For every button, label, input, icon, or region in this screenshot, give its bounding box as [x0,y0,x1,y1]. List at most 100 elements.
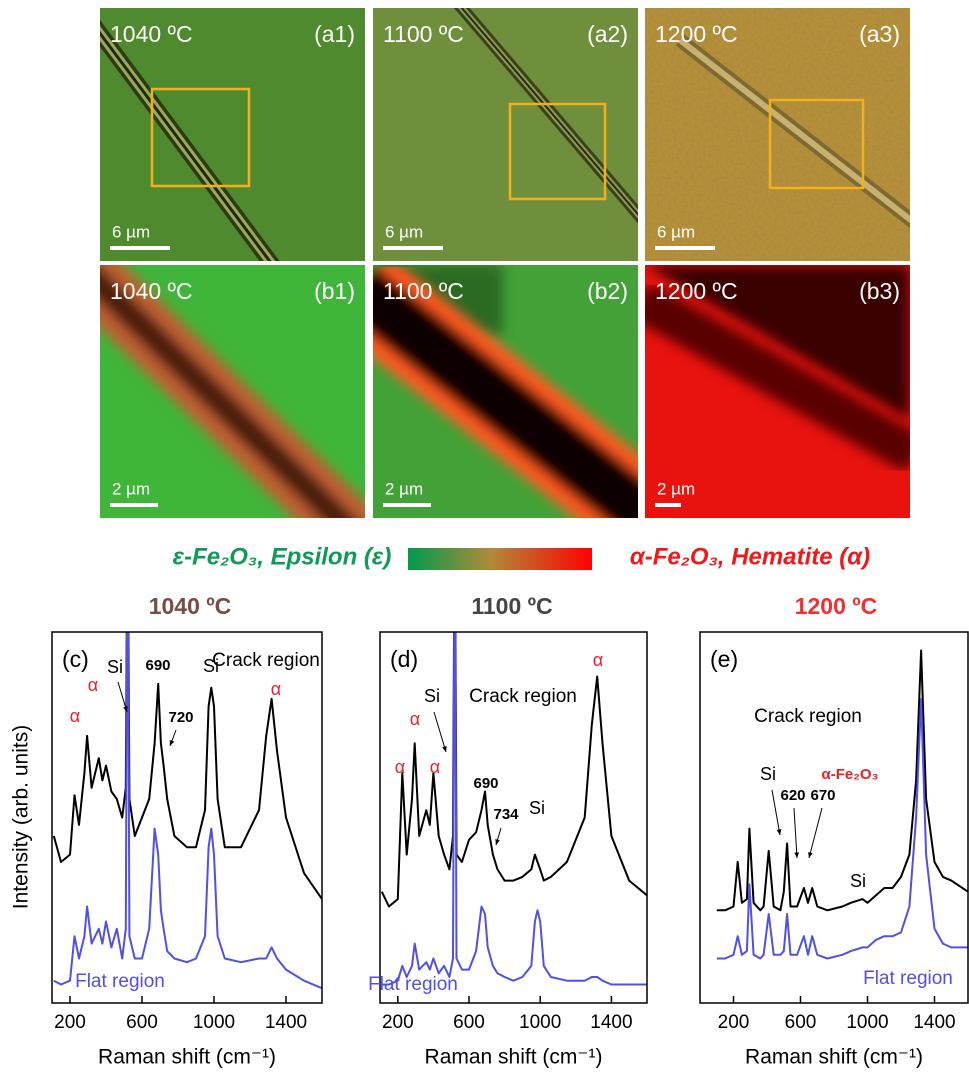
zoom-box [508,102,607,201]
annotation: α [88,675,98,695]
annotation-arrow [793,807,798,859]
annotation: α [430,757,440,777]
spectrum-line [716,649,968,912]
spectrum-line [381,632,647,986]
x-tick-label: 1400 [590,1012,632,1033]
annotation: Si [760,764,776,784]
series-label: Crack region [469,686,577,707]
spectrum-line [52,632,322,900]
arrow-head [794,852,800,858]
series-label: Crack region [754,706,862,727]
annotation: α [395,757,405,777]
spectrum-line [380,632,647,908]
annotation: α-Fe₂O₃ [822,766,879,783]
annotation: Si [424,686,440,706]
plot-frame [379,631,648,1004]
annotation: α [410,709,420,729]
x-tick-label: 600 [126,1012,158,1033]
raman-map-b3 [645,265,910,518]
panel-tag: (d) [390,646,418,672]
zoom-box [150,87,251,188]
zoom-box [768,98,865,190]
colorbar-left-label: ε-Fe₂O₃, Epsilon (ε) [173,543,392,570]
annotation: α [70,706,80,726]
x-tick-label: 600 [453,1012,485,1033]
arrow-head [495,839,500,845]
micrograph-a1 [100,8,365,261]
scale-bar-label: 2 µm [112,479,150,498]
panel-tag: (a3) [859,21,900,47]
annotation: 690 [145,657,170,674]
arrow-head [169,740,175,746]
y-axis-label: Intensity (arb. units) [10,725,33,909]
x-tick-label: 1400 [913,1012,955,1033]
annotation: 734 [493,806,519,823]
x-tick-label: 1000 [519,1012,561,1033]
temperature-label: 1100 ºC [383,278,464,304]
panel-tag: (b1) [314,278,355,304]
annotation: Si [850,871,866,891]
scale-bar-label: 2 µm [385,479,423,498]
chart-title: 1100 ºC [471,593,552,619]
annotation: 620 [780,787,805,804]
raman-map-b1 [100,265,365,518]
spectrum-line [716,697,968,960]
series-label: Flat region [368,974,458,995]
x-axis-label: Raman shift (cm⁻¹) [745,1046,923,1069]
micrograph-a2 [373,8,638,261]
annotation-arrow [433,711,447,753]
x-axis-label: Raman shift (cm⁻¹) [425,1046,603,1069]
arrow-head [123,706,128,712]
chart-title: 1200 ºC [795,593,878,619]
annotation: α [593,650,603,670]
temperature-label: 1040 ºC [110,278,193,304]
arrow-head [808,852,813,858]
annotation: Si [107,657,123,677]
scale-bar-label: 6 µm [385,222,423,241]
arrow-head [442,746,447,752]
panel-tag: (e) [710,646,738,672]
temperature-label: 1040 ºC [110,21,193,47]
series-label: Flat region [863,968,953,989]
x-tick-label: 1000 [846,1012,888,1033]
plot-frame [51,631,323,1004]
temperature-label: 1200 ºC [655,21,738,47]
raman-map-b2 [373,265,638,518]
scale-bar-label: 2 µm [657,479,695,498]
annotation: 670 [810,787,835,804]
x-tick-label: 200 [54,1012,86,1033]
panel-tag: (c) [62,646,89,672]
x-axis-label: Raman shift (cm⁻¹) [98,1046,276,1069]
series-label: Flat region [75,971,165,992]
x-tick-label: 200 [718,1012,750,1033]
panel-tag: (a2) [587,21,628,47]
plot-frame [699,631,969,1004]
x-tick-label: 600 [785,1012,817,1033]
chart-title: 1040 ºC [149,593,232,619]
annotation-arrow [771,789,781,836]
micrograph-a3 [645,8,910,261]
annotation: Si [529,798,545,818]
scale-bar-label: 6 µm [657,222,695,241]
series-label: Crack region [212,650,320,671]
annotation: 720 [168,709,193,726]
colorbar-right-label: α-Fe₂O₃, Hematite (α) [630,543,870,570]
scale-bar-label: 6 µm [112,222,150,241]
panel-tag: (a1) [314,21,355,47]
annotation: α [271,679,281,699]
colorbar [408,548,592,570]
panel-tag: (b2) [587,278,628,304]
annotation: 690 [473,775,498,792]
temperature-label: 1200 ºC [655,278,738,304]
arrow-head [776,829,782,835]
annotation: Si [203,656,219,676]
x-tick-label: 1400 [265,1012,307,1033]
x-tick-label: 1000 [193,1012,235,1033]
x-tick-label: 200 [382,1012,414,1033]
spectrum-line [53,632,322,990]
panel-tag: (b3) [859,278,900,304]
temperature-label: 1100 ºC [383,21,464,47]
annotation-arrow [808,807,823,859]
